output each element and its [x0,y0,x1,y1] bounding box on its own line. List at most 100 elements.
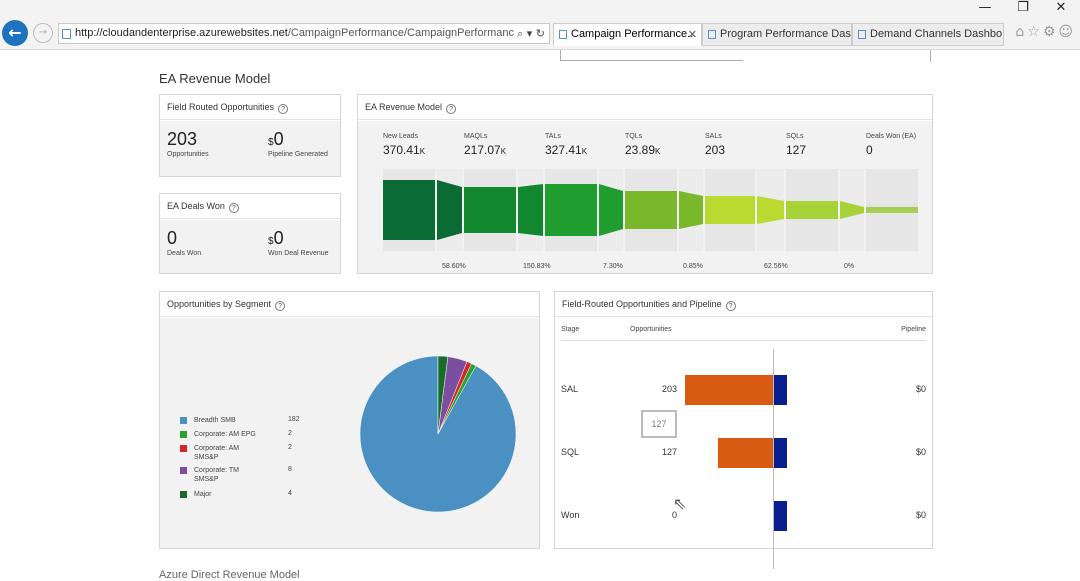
legend-label: Corporate: AM EPG [194,431,256,438]
kpi-label: Pipeline Generated [268,151,328,158]
column-header-opportunities: Opportunities [630,326,672,333]
back-button[interactable]: ← [2,20,28,46]
stage-name: MAQLs [464,133,488,140]
forward-button[interactable]: → [33,23,53,43]
tab-campaign-performance[interactable]: Campaign Performance... ✕ [553,23,702,46]
opportunities-value: 203 [661,384,677,394]
column-header-pipeline: Pipeline [901,326,926,333]
funnel-bar [786,201,838,219]
stage-value: 217.07K [464,143,507,157]
forward-arrow-icon: → [38,27,48,38]
conversion-rate: 0% [844,263,855,270]
legend-swatch [180,491,187,498]
funnel-chart: New Leads 370.41K MAQLs 217.07K TALs 327.41K T… [358,121,932,273]
close-window-button[interactable]: ✕ [1055,0,1067,15]
stage-value: 127 [786,143,807,157]
close-tab-icon[interactable]: ✕ [687,28,697,41]
conversion-rate: 150.83% [523,263,551,270]
legend-label: Corporate: TM SMS&P [194,467,239,483]
window-controls: — ❐ ✕ [966,0,1080,16]
opportunities-by-segment-panel: Opportunities by Segment? Breadth SMB 182… [159,291,540,549]
legend-label: Corporate: AM SMS&P [194,445,240,461]
help-icon[interactable]: ? [278,104,289,114]
kpi-value: 203 [167,129,198,149]
page-icon [858,30,866,39]
panel-title: Opportunities by Segment [167,299,272,309]
refresh-icon[interactable]: ↻ [535,27,545,40]
won-deal-revenue-kpi: $0 Won Deal Revenue [268,228,329,257]
stage-name: Deals Won (EA) [866,133,917,140]
back-arrow-icon: ← [8,23,22,42]
header-divider [561,340,926,341]
tab-label: Campaign Performance... [571,28,697,40]
ea-deals-won-panel: EA Deals Won? 0 Deals Won $0 Won Deal Re… [159,193,341,274]
divider [930,50,931,62]
kpi-label: Opportunities [167,151,209,158]
axis-line [773,349,774,569]
previous-section-edge [560,50,932,62]
field-routed-pipeline-panel: Field-Routed Opportunities and Pipeline?… [554,291,933,569]
panel-header: EA Deals Won? [160,194,340,219]
tab-program-performance[interactable]: Program Performance Das... [702,23,852,46]
settings-gear-icon[interactable]: ⚙ [1042,24,1059,40]
funnel-connector [840,201,864,219]
opportunities-kpi: 203 Opportunities [167,129,209,158]
dropdown-icon[interactable]: ▾ [526,27,533,40]
funnel-stage: TQLs 23.89K [625,133,660,157]
pipeline-value: $0 [915,384,926,394]
funnel-bar [705,196,755,224]
home-icon[interactable]: ⌂ [1015,24,1028,40]
kpi-label: Deals Won [167,250,202,257]
address-bar[interactable]: http://cloudandenterprise.azurewebsites.… [58,23,550,44]
conversion-rate: 62.56% [764,263,788,270]
funnel-bar [464,187,516,233]
kpi-value: 0 [273,228,284,248]
stage-value: 23.89K [625,143,661,157]
conversion-rate: 7.30% [603,263,623,270]
panel-body: 0 Deals Won $0 Won Deal Revenue [160,220,340,273]
minimize-button[interactable]: — [978,0,992,15]
stage-name: SQLs [786,133,804,140]
currency-symbol: $ [268,236,274,247]
panel-header: Opportunities by Segment? [160,292,539,317]
help-icon[interactable]: ? [228,203,239,213]
funnel-connector [757,196,784,224]
pipeline-bars [685,375,787,531]
opportunities-value: 0 [671,510,677,520]
stage-value: 327.41K [545,143,588,157]
panel-header: Field-Routed Opportunities and Pipeline? [555,292,932,317]
opportunities-value: 127 [661,447,677,457]
legend-swatch [180,431,187,438]
page-icon [62,29,71,39]
conversion-rate: 58.60% [442,263,466,270]
funnel-connector [679,191,703,229]
legend-count: 4 [288,490,292,497]
restore-button[interactable]: ❐ [1017,0,1029,15]
help-icon[interactable]: ? [275,301,286,311]
legend-swatch [180,417,187,424]
legend-label: Major [194,491,212,498]
tab-label: Program Performance Das... [720,28,852,40]
ea-revenue-model-panel: EA Revenue Model? New Leads 370.41K MAQLs 2… [357,94,933,274]
search-icon[interactable]: ⌕ [517,27,524,40]
opportunities-bar [685,375,773,405]
pipeline-value: $0 [915,510,926,520]
stage-value: 0 [866,143,873,157]
funnel-stage: MAQLs 217.07K [464,133,506,157]
favorites-star-icon[interactable]: ☆ [1027,24,1043,40]
browser-tools: ⌂☆⚙☺ [1015,24,1076,40]
url-path: /CampaignPerformance/CampaignPerformance… [287,27,536,39]
pie-chart [359,355,517,513]
legend-count: 8 [288,466,292,473]
feedback-icon[interactable]: ☺ [1058,24,1076,40]
funnel-stage: Deals Won (EA) 0 [866,133,916,157]
help-icon[interactable]: ? [446,104,457,114]
funnel-stage: SALs 203 [705,133,725,157]
funnel-svg [383,169,918,251]
tab-demand-channels[interactable]: Demand Channels Dashbo... [852,23,1004,46]
stage-name: New Leads [383,133,419,140]
stage-name: TALs [545,133,561,140]
panel-title: Field-Routed Opportunities and Pipeline [562,299,722,309]
help-icon[interactable]: ? [725,301,736,311]
funnel-stage: New Leads 370.41K [383,133,425,157]
